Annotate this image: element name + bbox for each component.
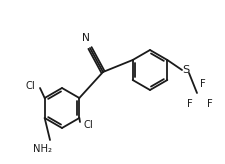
Text: S: S — [182, 65, 190, 75]
Text: F: F — [200, 79, 206, 89]
Text: F: F — [207, 99, 213, 109]
Text: Cl: Cl — [83, 120, 93, 130]
Text: Cl: Cl — [25, 81, 35, 91]
Text: F: F — [187, 99, 193, 109]
Text: N: N — [82, 33, 90, 43]
Text: NH₂: NH₂ — [32, 144, 52, 154]
